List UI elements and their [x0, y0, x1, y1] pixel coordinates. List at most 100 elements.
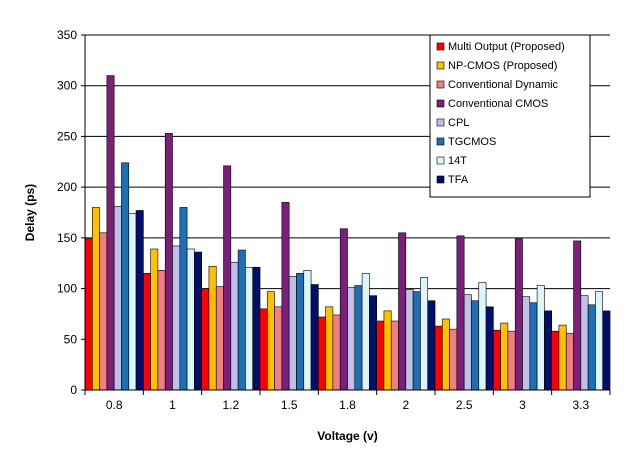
bar: [565, 332, 574, 391]
bar: [558, 324, 567, 391]
x-tick-label: 2.5: [456, 398, 473, 412]
y-tick-label: 100: [57, 282, 77, 296]
y-tick-label: 350: [57, 28, 77, 42]
bar: [449, 328, 458, 391]
y-axis-ticks: 0 50 100 150 200 250 300 350: [57, 28, 85, 397]
legend-label: Conventional Dynamic: [448, 79, 559, 91]
x-tick-label: 1.2: [222, 398, 239, 412]
y-tick-label: 50: [64, 332, 78, 346]
legend-label: TGCMOS: [448, 136, 496, 148]
legend-swatch: [436, 156, 445, 165]
bar: [580, 295, 589, 391]
bar: [194, 251, 202, 391]
bar: [347, 287, 356, 391]
bar: [434, 325, 443, 391]
bar: [135, 210, 144, 391]
legend-label: Multi Output (Proposed): [448, 41, 565, 53]
legend: Multi Output (Proposed) NP-CMOS (Proposed…: [429, 34, 591, 198]
bar: [383, 310, 392, 391]
axes: [84, 35, 610, 391]
bar: [252, 266, 261, 391]
bars: [84, 75, 611, 391]
bar: [514, 238, 523, 391]
x-axis-title: Voltage (v): [317, 429, 377, 443]
bar: [441, 318, 450, 391]
bar: [288, 276, 297, 391]
bar: [310, 284, 319, 391]
bar: [230, 261, 239, 391]
bar: [143, 273, 151, 391]
bar: [463, 294, 472, 391]
legend-label: NP-CMOS (Proposed): [448, 60, 557, 72]
bar: [339, 228, 348, 391]
bar: [332, 314, 341, 391]
bar: [179, 207, 188, 391]
legend-swatch: [436, 175, 445, 184]
bar: [412, 291, 421, 391]
legend-swatch: [436, 118, 445, 127]
x-tick-label: 1: [169, 398, 176, 412]
legend-swatch: [436, 42, 445, 51]
y-tick-label: 250: [57, 129, 77, 143]
legend-label: CPL: [448, 117, 469, 129]
bar: [99, 232, 108, 391]
bar: [478, 282, 487, 391]
x-tick-label: 1.5: [281, 398, 298, 412]
x-tick-label: 0.8: [106, 398, 123, 412]
legend-swatch: [436, 99, 445, 108]
bar: [128, 213, 137, 391]
bar: [274, 306, 283, 391]
bar: [354, 285, 363, 391]
legend-box: [429, 34, 591, 198]
bar: [405, 289, 414, 391]
y-axis-title: Delay (ps): [23, 184, 37, 241]
bar: [91, 207, 100, 391]
x-tick-label: 1.8: [339, 398, 356, 412]
legend-swatch: [436, 137, 445, 146]
bar: [361, 273, 370, 391]
bar: [172, 245, 181, 391]
bar: [325, 306, 334, 391]
bar: [317, 316, 326, 391]
bar: [398, 232, 407, 391]
bar: [164, 133, 173, 391]
x-axis-ticks: 0.8 1 1.2 1.5 1.8 2 2.5 3 3.3: [84, 390, 611, 412]
bar: [201, 288, 210, 391]
bar: [157, 270, 166, 391]
y-tick-label: 300: [57, 79, 77, 93]
bar: [390, 320, 399, 391]
bar: [186, 248, 195, 391]
bar: [522, 296, 531, 391]
bar: [485, 306, 494, 391]
bar: [303, 270, 312, 391]
bar: [223, 165, 232, 391]
x-tick-label: 3: [519, 398, 526, 412]
y-tick-label: 0: [70, 383, 77, 397]
bar: [551, 330, 560, 391]
bar: [84, 238, 93, 391]
bar: [376, 320, 385, 391]
bar: [208, 265, 217, 391]
legend-label: TFA: [448, 174, 469, 186]
x-tick-label: 3.3: [572, 398, 589, 412]
bar: [529, 302, 538, 391]
legend-swatch: [436, 80, 445, 89]
bar: [237, 249, 246, 391]
bar: [587, 304, 596, 391]
bar: [245, 266, 254, 391]
bar: [573, 240, 582, 391]
bar: [113, 206, 122, 391]
bar: [500, 322, 509, 391]
legend-label: Conventional CMOS: [448, 98, 548, 110]
bar: [369, 295, 377, 391]
bar: [536, 285, 545, 391]
bar: [121, 162, 130, 391]
bar: [456, 235, 465, 391]
x-tick-label: 2: [402, 398, 409, 412]
bar: [106, 75, 115, 391]
bar: [595, 291, 604, 391]
y-tick-label: 150: [57, 231, 77, 245]
bar: [150, 248, 159, 391]
y-tick-label: 200: [57, 180, 77, 194]
